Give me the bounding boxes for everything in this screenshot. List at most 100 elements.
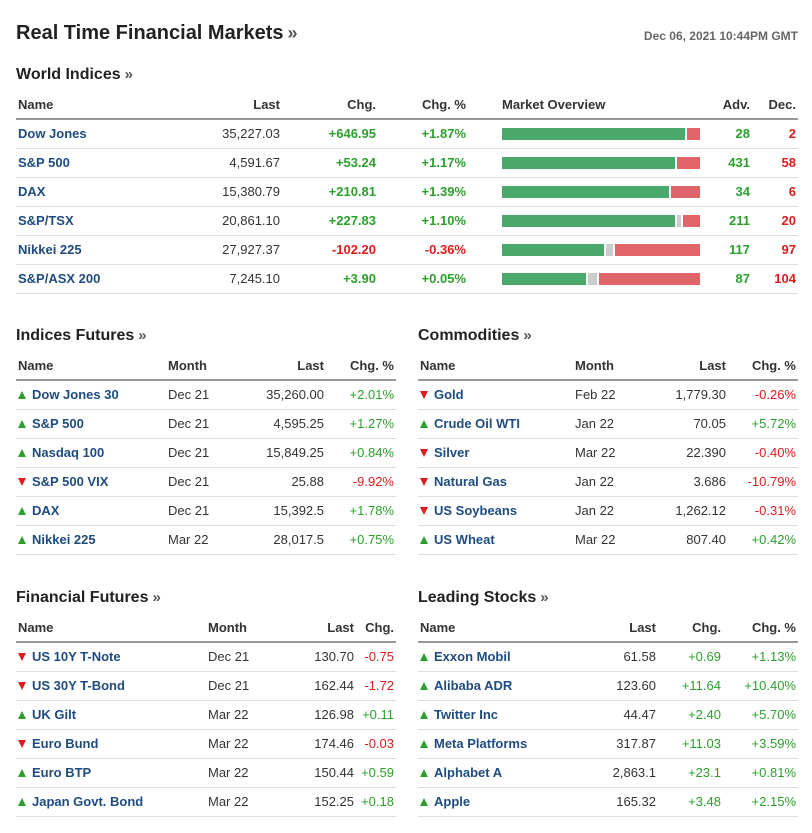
col-name[interactable]: Name: [16, 614, 206, 643]
instrument-name[interactable]: US Wheat: [418, 525, 573, 555]
instrument-name[interactable]: Silver: [418, 438, 573, 468]
table-row[interactable]: Crude Oil WTI Jan 22 70.05 +5.72%: [418, 409, 798, 439]
instrument-name[interactable]: S&P/TSX: [16, 206, 166, 236]
instrument-name[interactable]: Euro BTP: [16, 758, 206, 788]
instrument-name-text[interactable]: Exxon Mobil: [434, 649, 511, 665]
instrument-name-text[interactable]: Gold: [434, 387, 464, 403]
instrument-name-text[interactable]: S&P/TSX: [18, 213, 74, 228]
col-chg[interactable]: Chg.: [658, 614, 723, 643]
table-row[interactable]: S&P 500 VIX Dec 21 25.88 -9.92%: [16, 467, 396, 497]
table-row[interactable]: UK Gilt Mar 22 126.98 +0.11: [16, 700, 396, 730]
table-row[interactable]: Alibaba ADR 123.60 +11.64 +10.40%: [418, 671, 798, 701]
instrument-name-text[interactable]: Japan Govt. Bond: [32, 794, 144, 809]
table-row[interactable]: Apple 165.32 +3.48 +2.15%: [418, 787, 798, 817]
instrument-name[interactable]: Japan Govt. Bond: [16, 787, 206, 817]
world-indices-title-text[interactable]: World Indices: [16, 66, 121, 83]
col-chg-pct[interactable]: Chg. %: [326, 352, 396, 381]
instrument-name[interactable]: S&P 500 VIX: [16, 467, 166, 497]
instrument-name-text[interactable]: Euro Bund: [32, 736, 99, 751]
table-row[interactable]: US Soybeans Jan 22 1,262.12 -0.31%: [418, 496, 798, 526]
table-row[interactable]: Silver Mar 22 22.390 -0.40%: [418, 438, 798, 468]
instrument-name-text[interactable]: US Soybeans: [434, 503, 518, 518]
col-last[interactable]: Last: [166, 91, 282, 120]
table-row[interactable]: US Wheat Mar 22 807.40 +0.42%: [418, 525, 798, 555]
col-name[interactable]: Name: [418, 614, 578, 643]
table-row[interactable]: Euro BTP Mar 22 150.44 +0.59: [16, 758, 396, 788]
instrument-name[interactable]: S&P 500: [16, 409, 166, 439]
financial-futures-title[interactable]: Financial Futures»: [16, 589, 161, 607]
instrument-name-text[interactable]: S&P 500 VIX: [32, 474, 109, 489]
instrument-name[interactable]: S&P 500: [16, 148, 166, 178]
instrument-name-text[interactable]: DAX: [32, 503, 60, 518]
table-row[interactable]: DAX 15,380.79 +210.81 +1.39% 34 6: [16, 177, 798, 207]
instrument-name-text[interactable]: US 30Y T-Bond: [32, 678, 125, 693]
instrument-name-text[interactable]: Twitter Inc: [434, 707, 499, 722]
instrument-name[interactable]: Gold: [418, 380, 573, 410]
instrument-name[interactable]: US Soybeans: [418, 496, 573, 526]
col-chg[interactable]: Chg.: [356, 614, 396, 643]
instrument-name-text[interactable]: Dow Jones: [18, 126, 87, 142]
instrument-name-text[interactable]: DAX: [18, 184, 46, 199]
instrument-name-text[interactable]: Alphabet A: [434, 765, 503, 780]
instrument-name-text[interactable]: Crude Oil WTI: [434, 416, 520, 431]
instrument-name[interactable]: Twitter Inc: [418, 700, 578, 730]
instrument-name-text[interactable]: S&P/ASX 200: [18, 271, 101, 286]
commodities-more[interactable]: »: [523, 327, 532, 344]
instrument-name-text[interactable]: Meta Platforms: [434, 736, 528, 751]
col-last[interactable]: Last: [578, 614, 658, 643]
world-indices-more[interactable]: »: [124, 66, 133, 83]
commodities-title[interactable]: Commodities»: [418, 327, 532, 345]
instrument-name[interactable]: Dow Jones 30: [16, 380, 166, 410]
page-title-text[interactable]: Real Time Financial Markets: [16, 22, 284, 44]
instrument-name[interactable]: US 30Y T-Bond: [16, 671, 206, 701]
financial-futures-more[interactable]: »: [152, 589, 161, 606]
instrument-name-text[interactable]: S&P 500: [18, 155, 70, 170]
table-row[interactable]: Nikkei 225 27,927.37 -102.20 -0.36% 117 97: [16, 235, 798, 265]
instrument-name[interactable]: Meta Platforms: [418, 729, 578, 759]
instrument-name-text[interactable]: Silver: [434, 445, 470, 460]
instrument-name-text[interactable]: UK Gilt: [32, 707, 77, 722]
instrument-name[interactable]: Exxon Mobil: [418, 642, 578, 672]
table-row[interactable]: Nikkei 225 Mar 22 28,017.5 +0.75%: [16, 525, 396, 555]
instrument-name[interactable]: Nikkei 225: [16, 525, 166, 555]
col-chg[interactable]: Chg.: [282, 91, 378, 120]
col-last[interactable]: Last: [648, 352, 728, 381]
table-row[interactable]: Twitter Inc 44.47 +2.40 +5.70%: [418, 700, 798, 730]
instrument-name-text[interactable]: US Wheat: [434, 532, 495, 547]
table-row[interactable]: US 10Y T-Note Dec 21 130.70 -0.75: [16, 642, 396, 672]
leading-stocks-title[interactable]: Leading Stocks»: [418, 589, 549, 607]
instrument-name-text[interactable]: Natural Gas: [434, 474, 507, 489]
instrument-name[interactable]: US 10Y T-Note: [16, 642, 206, 672]
instrument-name-text[interactable]: Nikkei 225: [32, 532, 96, 547]
col-chg-pct[interactable]: Chg. %: [723, 614, 798, 643]
instrument-name[interactable]: Alphabet A: [418, 758, 578, 788]
table-row[interactable]: DAX Dec 21 15,392.5 +1.78%: [16, 496, 396, 526]
table-row[interactable]: S&P 500 4,591.67 +53.24 +1.17% 431 58: [16, 148, 798, 178]
instrument-name-text[interactable]: Euro BTP: [32, 765, 92, 780]
page-title-more[interactable]: »: [287, 23, 298, 43]
col-last[interactable]: Last: [276, 614, 356, 643]
table-row[interactable]: Meta Platforms 317.87 +11.03 +3.59%: [418, 729, 798, 759]
col-name[interactable]: Name: [16, 352, 166, 381]
instrument-name-text[interactable]: Alibaba ADR: [434, 678, 513, 693]
world-indices-title[interactable]: World Indices»: [16, 66, 133, 84]
table-row[interactable]: US 30Y T-Bond Dec 21 162.44 -1.72: [16, 671, 396, 701]
col-last[interactable]: Last: [246, 352, 326, 381]
col-name[interactable]: Name: [418, 352, 573, 381]
table-row[interactable]: S&P/ASX 200 7,245.10 +3.90 +0.05% 87 104: [16, 264, 798, 294]
col-month[interactable]: Month: [206, 614, 276, 643]
instrument-name[interactable]: Nasdaq 100: [16, 438, 166, 468]
col-chg-pct[interactable]: Chg. %: [728, 352, 798, 381]
instrument-name[interactable]: Natural Gas: [418, 467, 573, 497]
instrument-name[interactable]: Dow Jones: [16, 119, 166, 149]
table-row[interactable]: Natural Gas Jan 22 3.686 -10.79%: [418, 467, 798, 497]
table-row[interactable]: S&P/TSX 20,861.10 +227.83 +1.10% 211 20: [16, 206, 798, 236]
instrument-name-text[interactable]: US 10Y T-Note: [32, 649, 121, 665]
col-month[interactable]: Month: [573, 352, 648, 381]
table-row[interactable]: Euro Bund Mar 22 174.46 -0.03: [16, 729, 396, 759]
col-month[interactable]: Month: [166, 352, 246, 381]
instrument-name[interactable]: Euro Bund: [16, 729, 206, 759]
leading-stocks-title-text[interactable]: Leading Stocks: [418, 589, 537, 606]
instrument-name[interactable]: Crude Oil WTI: [418, 409, 573, 439]
table-row[interactable]: S&P 500 Dec 21 4,595.25 +1.27%: [16, 409, 396, 439]
